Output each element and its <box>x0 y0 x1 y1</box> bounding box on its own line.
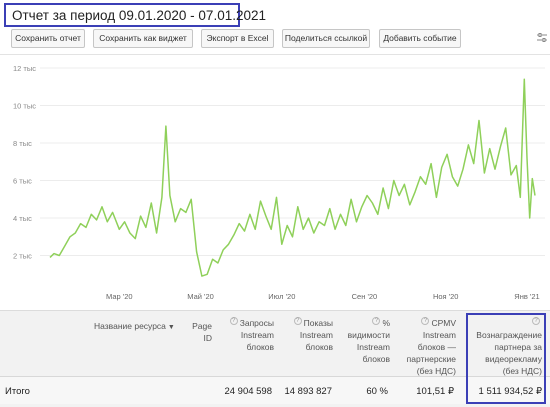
col-requests[interactable]: ? Запросы Instream блоков <box>222 317 274 353</box>
total-label: Итого <box>5 386 30 397</box>
total-cpmv: 101,51 ₽ <box>416 386 454 397</box>
x-tick-label: Янв '21 <box>514 292 539 301</box>
y-tick-label: 6 тыс <box>13 177 32 186</box>
x-tick-label: Май '20 <box>187 292 214 301</box>
col-reward[interactable]: ? Вознаграждение партнера за видеореклам… <box>476 317 542 376</box>
col-resource-name[interactable]: Название ресурса ▼ <box>94 321 175 331</box>
x-tick-label: Мар '20 <box>106 292 133 301</box>
y-tick-label: 2 тыс <box>13 252 32 261</box>
total-row: Итого 24 904 598 14 893 827 60 % 101,51 … <box>0 376 550 404</box>
report-title-text: Отчет за период 09.01.2020 - 07.01.2021 <box>12 8 266 23</box>
help-icon[interactable]: ? <box>229 317 238 325</box>
line-chart: 2 тыс 4 тыс 6 тыс 8 тыс 10 тыс 12 тыс Мар '20… <box>13 64 545 301</box>
series-line-group <box>49 78 536 277</box>
y-tick-label: 8 тыс <box>13 139 32 148</box>
col-impressions[interactable]: ? Показы Instream блоков <box>285 317 333 353</box>
chart-area: 2 тыс 4 тыс 6 тыс 8 тыс 10 тыс 12 тыс Мар '20… <box>0 54 550 310</box>
export-excel-button[interactable]: Экспорт в Excel <box>201 29 274 48</box>
help-icon[interactable]: ? <box>421 317 430 325</box>
total-reward: 1 511 934,52 ₽ <box>478 386 542 397</box>
col-visibility[interactable]: ?% видимости Instream блоков <box>347 317 390 364</box>
x-tick-label: Сен '20 <box>352 292 378 301</box>
report-title: Отчет за период 09.01.2020 - 07.01.2021 <box>4 3 266 27</box>
total-requests: 24 904 598 <box>224 386 272 397</box>
sort-down-icon: ▼ <box>167 324 175 331</box>
save-as-widget-button[interactable]: Сохранить как виджет <box>93 29 193 48</box>
col-page-id[interactable]: Page ID <box>192 321 212 343</box>
share-link-button[interactable]: Поделиться ссылкой <box>282 29 370 48</box>
y-tick-label: 10 тыс <box>13 102 36 111</box>
help-icon[interactable]: ? <box>293 317 302 325</box>
x-tick-label: Ноя '20 <box>433 292 459 301</box>
save-report-button[interactable]: Сохранить отчет <box>11 29 85 48</box>
help-icon[interactable]: ? <box>532 317 540 325</box>
total-visibility: 60 % <box>366 386 388 397</box>
col-cpmv[interactable]: ? CPMV Instream блоков — партнерские (без… <box>406 317 456 376</box>
y-tick-label: 12 тыс <box>13 64 36 73</box>
y-axis-ticks: 2 тыс 4 тыс 6 тыс 8 тыс 10 тыс 12 тыс <box>13 64 36 261</box>
x-axis-ticks: Мар '20 Май '20 Июл '20 Сен '20 Ноя '20 Янв '… <box>106 292 540 301</box>
x-tick-label: Июл '20 <box>268 292 295 301</box>
total-impressions: 14 893 827 <box>284 386 332 397</box>
add-event-button[interactable]: Добавить событие <box>379 29 461 48</box>
sliders-icon[interactable] <box>536 31 548 45</box>
series-line <box>49 78 536 277</box>
grid-lines <box>40 67 545 256</box>
y-tick-label: 4 тыс <box>13 214 32 223</box>
help-icon[interactable]: ? <box>372 317 381 325</box>
